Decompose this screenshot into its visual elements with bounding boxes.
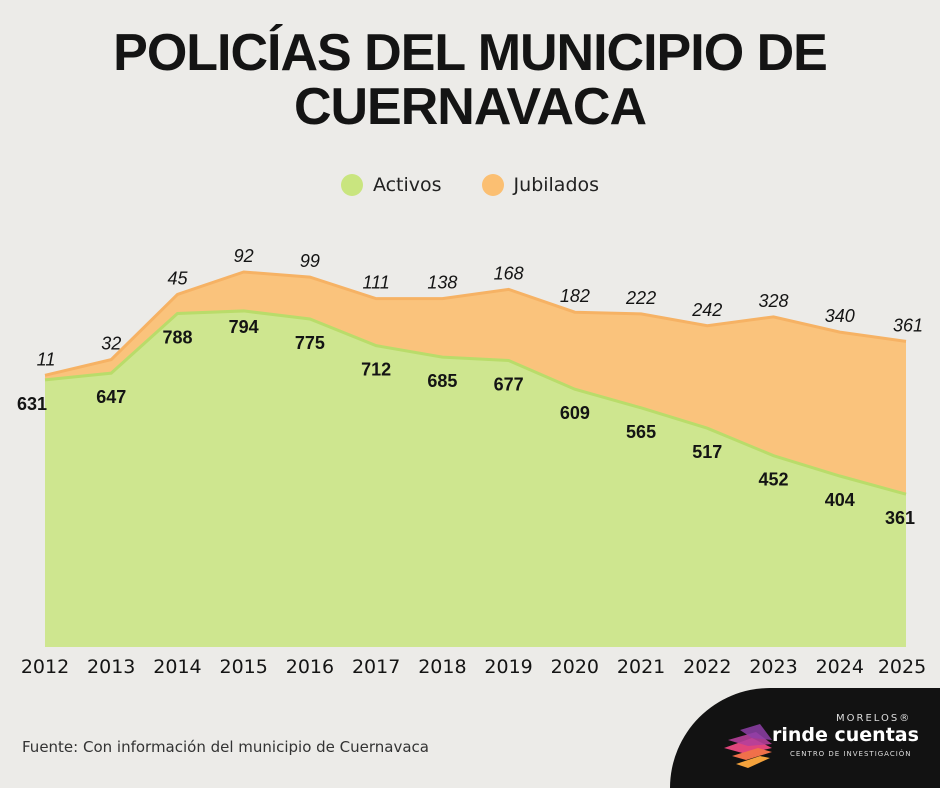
data-label-activos: 609 [560,403,590,423]
data-label-activos: 794 [229,317,259,337]
data-label-jubilados: 11 [37,349,56,369]
data-label-activos: 775 [295,333,325,353]
x-tick-label: 2018 [418,656,466,678]
x-tick-label: 2020 [551,656,599,678]
data-label-activos: 647 [96,387,126,407]
x-tick-label: 2025 [878,656,926,678]
logo-top-text: MORELOS® [836,713,912,724]
x-tick-label: 2017 [352,656,400,678]
data-label-activos: 788 [162,327,192,347]
data-label-activos: 631 [17,394,47,414]
legend-swatch-jubilados [481,174,504,196]
source-note: Fuente: Con información del municipio de… [22,738,429,756]
area-activos [45,310,906,647]
line-jubilados [44,270,907,377]
logo-main-text: rinde cuentas [772,724,919,746]
legend-label-activos: Activos [372,174,442,196]
title-line-2: CUERNAVACA [293,78,647,136]
legend-swatch-activos [340,174,363,196]
x-tick-label: 2024 [816,656,864,678]
x-tick-label: 2016 [286,656,334,678]
data-label-activos: 404 [825,490,855,510]
data-label-jubilados: 92 [234,246,254,266]
logo-background [670,688,940,788]
x-tick-label: 2021 [617,656,665,678]
line-activos [44,309,907,496]
legend-label-jubilados: Jubilados [513,174,600,196]
data-label-jubilados: 99 [300,251,320,271]
area-jubilados [45,272,906,495]
data-label-jubilados: 340 [825,306,855,326]
stacked-area-chart: 631 11 2012 647 32 2013 788 45 2014 794 92 2015 775 9… [17,246,926,678]
data-label-jubilados: 111 [362,273,389,293]
data-label-jubilados: 168 [494,263,524,283]
data-label-activos: 565 [626,422,656,442]
data-label-jubilados: 242 [691,300,722,320]
data-label-jubilados: 138 [427,273,457,293]
data-label-jubilados: 32 [101,334,121,354]
data-label-activos: 712 [361,360,391,380]
x-tick-label: 2019 [484,656,532,678]
x-tick-label: 2015 [220,656,268,678]
data-label-activos: 685 [427,371,457,391]
x-tick-label: 2013 [87,656,135,678]
legend-item-activos: Activos [340,174,442,196]
data-label-activos: 452 [759,470,789,490]
x-tick-label: 2012 [21,656,69,678]
data-label-activos: 517 [692,442,722,462]
data-label-jubilados: 182 [560,286,590,306]
x-tick-label: 2014 [153,656,201,678]
data-label-activos: 677 [494,374,524,394]
data-label-activos: 361 [885,508,915,528]
x-tick-label: 2023 [749,656,797,678]
title-line-1: POLICÍAS DEL MUNICIPIO DE [113,24,828,82]
data-label-jubilados: 361 [893,315,923,335]
legend-item-jubilados: Jubilados [481,174,600,196]
chart-title: POLICÍAS DEL MUNICIPIO DE CUERNAVACA [0,26,940,134]
data-label-jubilados: 328 [759,291,789,311]
data-label-jubilados: 45 [167,268,188,288]
data-label-jubilados: 222 [625,288,656,308]
logo-flower-icon [724,724,772,768]
legend: Activos Jubilados [0,174,940,196]
logo-sub-text: CENTRO DE INVESTIGACIÓN [790,750,912,758]
x-tick-label: 2022 [683,656,731,678]
